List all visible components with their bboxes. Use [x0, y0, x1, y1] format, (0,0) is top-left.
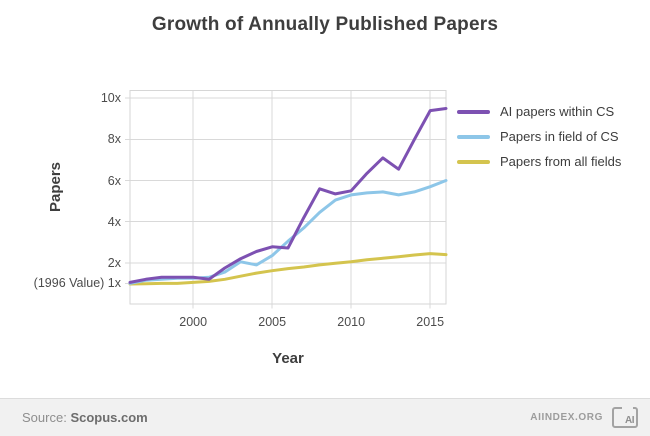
- aiindex-org-label: AIINDEX.ORG: [530, 412, 603, 423]
- x-tick-label: 2005: [258, 315, 287, 329]
- footer-bar: Source: Scopus.com AIINDEX.ORG AI: [0, 398, 650, 436]
- y-tick-label: 8x: [107, 132, 121, 147]
- y-tick-label: (1996 Value) 1x: [33, 276, 121, 291]
- y-tick-label: 10x: [100, 91, 121, 106]
- source-value: Scopus.com: [70, 410, 148, 425]
- legend-item-papers-from-all-fields: Papers from all fields: [457, 153, 621, 170]
- series-line-papers-from-all-fields: [128, 252, 448, 286]
- y-tick-label: 4x: [107, 214, 121, 229]
- x-axis-title: Year: [272, 350, 304, 367]
- legend-label: Papers in field of CS: [500, 129, 619, 144]
- legend-swatch-yellow: [457, 159, 490, 164]
- y-tick-label: 2x: [107, 255, 121, 270]
- source-label: Source:: [22, 410, 67, 425]
- x-tick-label: 2015: [416, 315, 445, 329]
- legend-item-ai-papers-within-cs: AI papers within CS: [457, 103, 621, 120]
- legend-label: AI papers within CS: [500, 104, 615, 119]
- logo-border-gap: [622, 407, 633, 409]
- plot-area: [125, 90, 448, 309]
- ai-index-logo-icon: AI: [612, 407, 638, 428]
- legend-item-papers-in-field-of-cs: Papers in field of CS: [457, 128, 621, 145]
- legend: AI papers within CS Papers in field of C…: [457, 103, 621, 178]
- legend-swatch-purple: [457, 109, 490, 114]
- series-line-ai-papers-within-cs: [128, 107, 448, 284]
- plot-border: [129, 90, 447, 305]
- legend-label: Papers from all fields: [500, 154, 622, 169]
- x-tick-label: 2000: [179, 315, 208, 329]
- ai-logo-text: AI: [625, 415, 635, 426]
- x-tick-label: 2010: [337, 315, 366, 329]
- legend-swatch-blue: [457, 134, 490, 139]
- page-title: Growth of Annually Published Papers: [151, 14, 499, 35]
- footer-right: AIINDEX.ORG AI: [530, 407, 638, 428]
- y-tick-label: 6x: [107, 173, 121, 188]
- source-text: Source: Scopus.com: [22, 410, 148, 425]
